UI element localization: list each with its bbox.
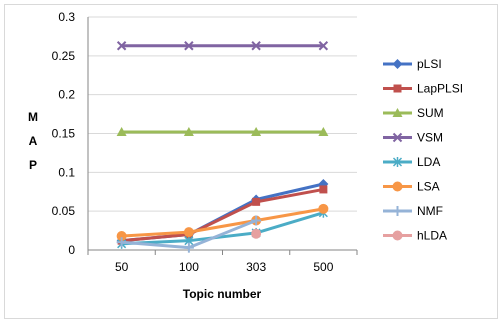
data-point-lapplsi <box>319 185 328 194</box>
series-vsm <box>116 41 329 51</box>
data-point-lsa <box>116 231 127 242</box>
series-group <box>116 41 329 253</box>
x-tick-label: 50 <box>115 260 129 274</box>
y-tick-label: 0 <box>68 243 75 257</box>
x-tick-label: 100 <box>179 260 199 274</box>
legend-label-lda: LDA <box>417 155 440 169</box>
data-point-lapplsi <box>252 197 261 206</box>
legend-item-lapplsi: LapPLSI <box>383 82 463 96</box>
x-tick-label: 303 <box>246 260 266 274</box>
y-tick-label: 0.05 <box>52 204 76 218</box>
legend-item-hlda: hLDA <box>383 229 447 243</box>
legend-item-nmf: NMF <box>383 204 443 218</box>
legend-marker-lapplsi <box>393 84 402 93</box>
legend-marker-nmf <box>392 206 403 216</box>
legend-item-lsa: LSA <box>383 180 440 194</box>
legend-marker-vsm <box>392 132 403 143</box>
chart-border <box>4 4 498 319</box>
legend-item-vsm: VSM <box>383 131 443 145</box>
legend-label-lapplsi: LapPLSI <box>417 82 463 96</box>
legend-marker-plsi <box>392 59 403 69</box>
data-point-vsm <box>116 41 127 51</box>
data-point-vsm <box>318 41 329 51</box>
x-tick-label: 500 <box>313 260 333 274</box>
legend-label-hlda: hLDA <box>417 229 447 243</box>
legend-label-vsm: VSM <box>417 131 443 145</box>
legend-marker-lda <box>392 157 403 167</box>
data-point-vsm <box>251 41 261 51</box>
legend-item-plsi: pLSI <box>383 57 442 71</box>
legend-label-plsi: pLSI <box>417 57 442 71</box>
series-line-lsa <box>121 207 324 238</box>
data-point-nmf <box>116 237 127 248</box>
series-line-lapplsi <box>121 187 324 243</box>
data-point-nmf <box>183 242 194 253</box>
series-sum <box>116 126 329 136</box>
data-point-sum <box>183 126 194 136</box>
y-tick-label: 0.3 <box>58 10 75 24</box>
y-tick-label: 0.2 <box>58 88 75 102</box>
x-axis-ticks: 50 100 303 500 <box>87 250 358 274</box>
y-tick-label: 0.15 <box>52 127 76 141</box>
legend-label-nmf: NMF <box>417 204 443 218</box>
series-hlda <box>251 228 262 239</box>
data-point-sum <box>116 126 127 136</box>
x-axis-title: Topic number <box>183 287 262 301</box>
data-point-lsa <box>183 227 194 238</box>
data-point-hlda <box>251 228 262 239</box>
y-axis-title-letter: M <box>28 110 38 124</box>
data-point-lsa <box>318 203 329 214</box>
legend-item-lda: LDA <box>383 155 440 169</box>
legend-label-lsa: LSA <box>417 180 440 194</box>
data-point-nmf <box>251 215 262 226</box>
data-point-sum <box>318 126 329 136</box>
y-axis-ticks: 0 0.05 0.1 0.15 0.2 0.25 0.3 <box>52 10 76 257</box>
legend-item-sum: SUM <box>383 106 444 120</box>
y-tick-label: 0.25 <box>52 49 76 63</box>
data-point-sum <box>251 126 262 136</box>
y-axis-title-letter: P <box>29 158 37 172</box>
legend-marker-hlda <box>392 230 403 241</box>
series-line-lda <box>121 211 324 246</box>
y-tick-label: 0.1 <box>58 165 75 179</box>
legend-marker-lsa <box>392 181 403 192</box>
legend-marker-sum <box>392 108 403 117</box>
series-nmf <box>116 215 262 253</box>
data-point-vsm <box>184 41 194 51</box>
legend-label-sum: SUM <box>417 106 444 120</box>
legend: pLSI LapPLSI SUM VSM LDA LSA NMF hLDA <box>383 57 463 243</box>
y-axis-title: MAP <box>28 110 38 172</box>
y-axis-title-letter: A <box>29 134 38 148</box>
